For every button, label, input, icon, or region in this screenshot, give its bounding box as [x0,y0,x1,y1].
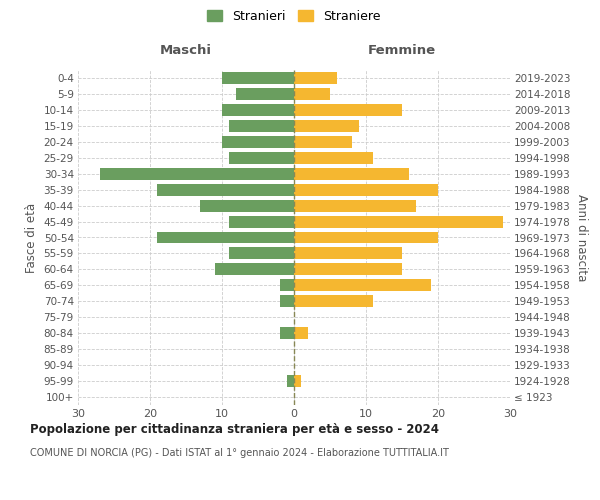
Y-axis label: Anni di nascita: Anni di nascita [575,194,587,281]
Bar [294,200,416,211]
Bar [294,152,373,164]
Bar [200,200,294,211]
Bar [287,375,294,387]
Bar [229,216,294,228]
Bar [294,104,402,116]
Bar [294,280,431,291]
Bar [280,296,294,308]
Bar [294,168,409,179]
Bar [294,120,359,132]
Bar [294,248,402,260]
Bar [100,168,294,179]
Bar [236,88,294,100]
Bar [294,216,503,228]
Text: COMUNE DI NORCIA (PG) - Dati ISTAT al 1° gennaio 2024 - Elaborazione TUTTITALIA.: COMUNE DI NORCIA (PG) - Dati ISTAT al 1°… [30,448,449,458]
Bar [294,327,308,339]
Text: Femmine: Femmine [368,44,436,57]
Bar [222,136,294,148]
Y-axis label: Fasce di età: Fasce di età [25,202,38,272]
Bar [229,248,294,260]
Bar [294,375,301,387]
Bar [157,232,294,243]
Bar [294,72,337,84]
Bar [280,327,294,339]
Bar [229,120,294,132]
Bar [294,296,373,308]
Bar [215,264,294,276]
Bar [222,104,294,116]
Bar [294,136,352,148]
Text: Popolazione per cittadinanza straniera per età e sesso - 2024: Popolazione per cittadinanza straniera p… [30,422,439,436]
Bar [280,280,294,291]
Bar [294,88,330,100]
Bar [294,232,438,243]
Bar [229,152,294,164]
Bar [294,184,438,196]
Text: Maschi: Maschi [160,44,212,57]
Bar [222,72,294,84]
Legend: Stranieri, Straniere: Stranieri, Straniere [202,5,386,28]
Bar [294,264,402,276]
Bar [157,184,294,196]
